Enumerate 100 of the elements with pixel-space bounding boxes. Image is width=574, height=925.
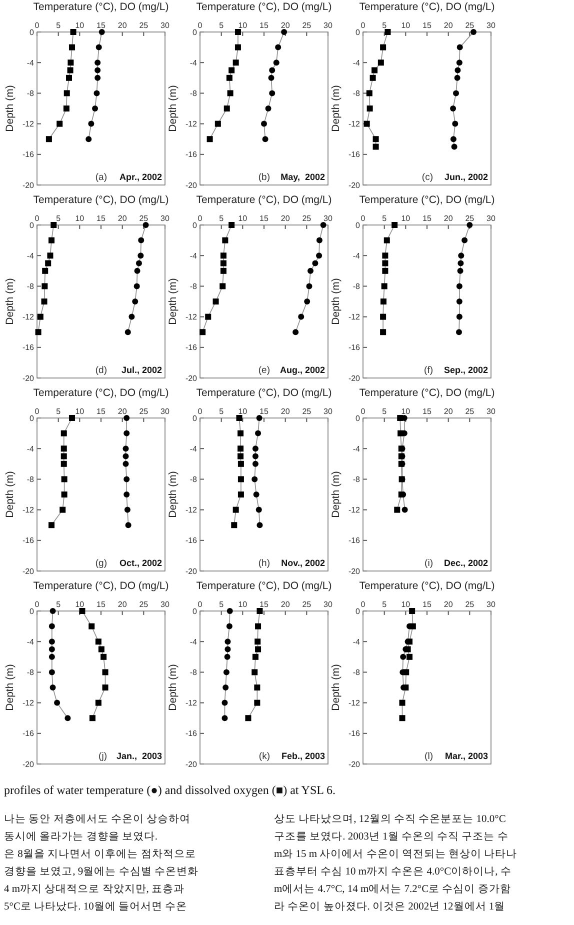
annotation: Dec., 2002 [444, 558, 488, 568]
x-tick-label: 5 [219, 600, 224, 609]
y-axis-title: Depth (m) [330, 278, 342, 325]
y-tick-label: -4 [26, 251, 35, 260]
x-tick-label: 10 [75, 600, 85, 609]
x-tick-label: 5 [56, 214, 62, 223]
y-tick-label: -12 [348, 120, 361, 129]
x-tick-label: 30 [324, 214, 333, 223]
x-axis-title: Temperature (°C), DO (mg/L) [33, 580, 169, 592]
y-tick-label: -4 [26, 444, 35, 454]
x-tick-label: 20 [118, 407, 128, 416]
y-tick-label: 0 [192, 606, 198, 616]
y-tick-label: -8 [352, 668, 361, 677]
y-tick-label: -4 [190, 637, 198, 646]
y-tick-label: 0 [30, 28, 35, 37]
y-tick-label: -8 [352, 282, 361, 291]
y-tick-label: -16 [348, 536, 361, 546]
x-tick-label: 20 [280, 407, 290, 416]
annotation: Sep., 2002 [444, 365, 488, 375]
x-tick-label: 30 [486, 214, 496, 223]
x-tick-label: 15 [260, 600, 269, 609]
x-tick-label: 5 [382, 214, 388, 223]
annotation: Nov., 2002 [281, 558, 325, 568]
y-tick-label: -12 [185, 312, 198, 322]
annotation: (j) [98, 751, 107, 762]
annotation: (a) [95, 172, 107, 183]
text: 동시에 올라가는 경향을 보였다. [4, 830, 158, 842]
x-tick-label: 15 [260, 407, 269, 416]
annotation: (e) [258, 365, 270, 376]
x-tick-label: 10 [238, 21, 248, 30]
x-tick-label: 10 [238, 407, 248, 416]
x-tick-label: 30 [160, 407, 170, 416]
x-tick-label: 20 [118, 214, 128, 223]
y-tick-label: -12 [348, 312, 361, 322]
y-tick-label: -20 [185, 760, 198, 769]
x-tick-label: 20 [444, 407, 454, 416]
y-axis-title: Depth (m) [330, 85, 342, 132]
y-tick-label: -12 [348, 506, 361, 515]
y-tick-label: -16 [185, 536, 198, 546]
x-axis-title: Temperature (°C), DO (mg/L) [33, 194, 169, 206]
y-tick-label: -12 [185, 506, 198, 515]
y-tick-label: -20 [348, 566, 361, 576]
y-tick-label: -4 [26, 58, 35, 68]
x-tick-label: 20 [118, 21, 128, 30]
x-tick-label: 25 [465, 214, 475, 223]
y-tick-label: 0 [356, 28, 361, 37]
y-tick-label: -8 [190, 282, 198, 291]
x-axis-title: Temperature (°C), DO (mg/L) [33, 387, 169, 399]
x-tick-label: 25 [139, 407, 149, 416]
y-tick-label: -16 [348, 150, 361, 160]
x-axis-title: Temperature (°C), DO (mg/L) [196, 1, 332, 13]
x-tick-label: 30 [486, 600, 496, 609]
annotation: Feb., 2003 [281, 751, 325, 761]
x-tick-label: 5 [219, 407, 224, 416]
y-axis-title: Depth (m) [4, 278, 16, 325]
x-tick-label: 30 [160, 21, 170, 30]
x-axis-title: Temperature (°C), DO (mg/L) [359, 580, 495, 592]
y-tick-label: -20 [348, 760, 361, 769]
y-tick-label: 0 [192, 220, 198, 230]
x-tick-label: 30 [160, 214, 170, 223]
y-tick-label: -20 [22, 374, 35, 383]
annotation: (f) [424, 365, 433, 376]
x-tick-label: 5 [56, 21, 62, 30]
y-tick-label: -20 [185, 566, 198, 576]
x-tick-label: 15 [422, 407, 432, 416]
text: profiles of water temperature (●) and dissolved oxygen (■) at YSL 6. [4, 783, 336, 797]
x-tick-label: 25 [465, 21, 475, 30]
x-tick-label: 10 [401, 214, 411, 223]
x-axis-title: Temperature (°C), DO (mg/L) [359, 194, 495, 206]
annotation: (d) [95, 365, 107, 376]
y-tick-label: -16 [22, 150, 35, 160]
x-tick-label: 15 [422, 600, 432, 609]
x-tick-label: 15 [260, 21, 269, 30]
x-tick-label: 15 [96, 407, 106, 416]
y-tick-label: -16 [185, 150, 198, 160]
annotation: Jun., 2002 [444, 172, 488, 182]
y-tick-label: -8 [26, 89, 35, 98]
x-tick-label: 15 [96, 21, 106, 30]
y-tick-label: -8 [352, 475, 361, 484]
y-tick-label: 0 [356, 606, 361, 616]
text: m에서는 4.7°C, 14 m에서는 7.2°C로 수심이 증가함 [274, 883, 511, 895]
annotation: (g) [95, 558, 107, 569]
x-tick-label: 25 [302, 21, 312, 30]
y-axis-title: Depth (m) [4, 664, 16, 711]
y-tick-label: -16 [185, 343, 198, 352]
x-tick-label: 30 [324, 600, 333, 609]
annotation: (c) [422, 172, 433, 183]
y-tick-label: -8 [26, 282, 35, 291]
x-tick-label: 25 [302, 407, 312, 416]
x-tick-label: 25 [302, 214, 312, 223]
y-tick-label: -8 [190, 89, 198, 98]
y-tick-label: -12 [348, 698, 361, 708]
y-tick-label: -4 [352, 637, 361, 646]
x-tick-label: 25 [302, 600, 312, 609]
x-tick-label: 25 [465, 600, 475, 609]
y-tick-label: -12 [22, 120, 35, 129]
x-tick-label: 20 [280, 214, 290, 223]
text: 5°C로 나타났다. 10월에 들어서면 수온 [4, 900, 188, 912]
y-tick-label: -20 [348, 180, 361, 190]
y-axis-title: Depth (m) [167, 85, 179, 132]
